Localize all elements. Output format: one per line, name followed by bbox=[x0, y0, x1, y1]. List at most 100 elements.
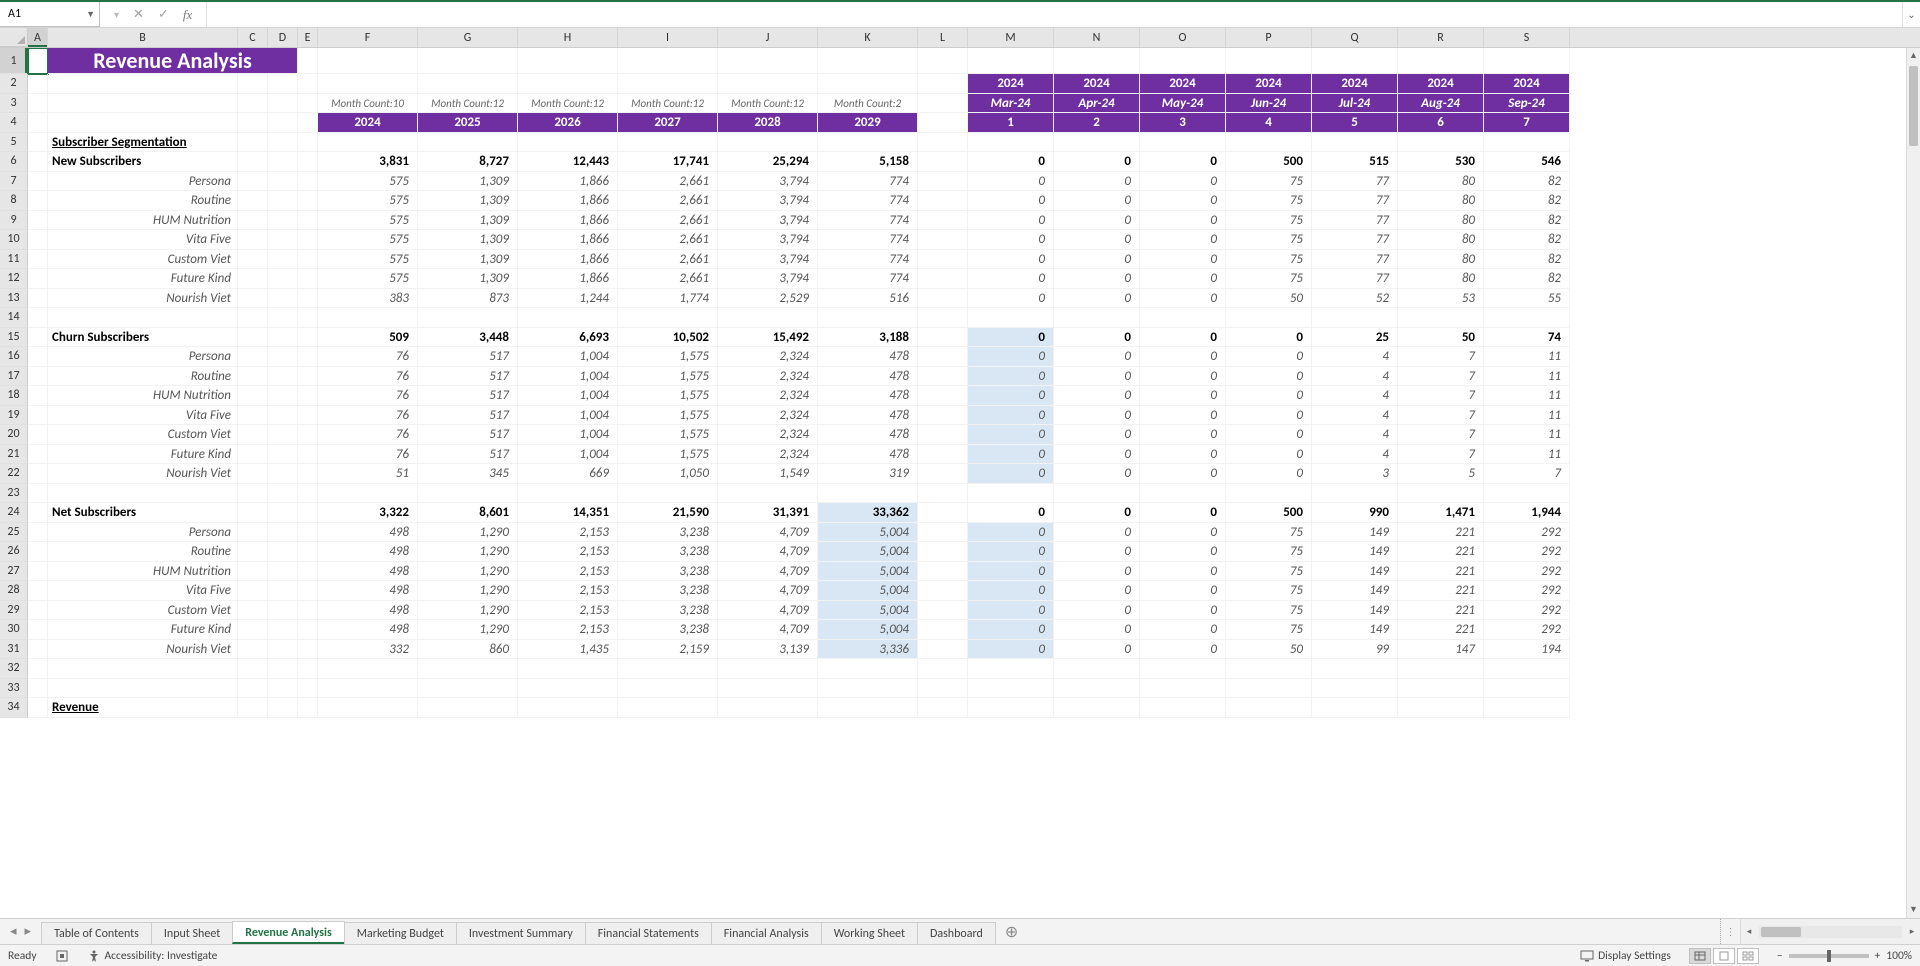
month-label[interactable]: Sep-24 bbox=[1484, 94, 1570, 114]
cell[interactable] bbox=[1484, 133, 1570, 153]
cell-value[interactable]: 0 bbox=[1054, 269, 1140, 289]
row-header-23[interactable]: 23 bbox=[0, 484, 28, 504]
row-header-13[interactable]: 13 bbox=[0, 289, 28, 309]
cell-value[interactable]: 517 bbox=[418, 445, 518, 465]
cell-value[interactable]: 1,004 bbox=[518, 406, 618, 426]
cell-value[interactable]: 76 bbox=[318, 347, 418, 367]
cell[interactable] bbox=[298, 542, 318, 562]
cell[interactable] bbox=[918, 74, 968, 94]
cell-value[interactable]: 3,238 bbox=[618, 523, 718, 543]
cell-value[interactable]: 1,004 bbox=[518, 347, 618, 367]
cell[interactable] bbox=[238, 133, 268, 153]
cell-value[interactable]: 1,575 bbox=[618, 425, 718, 445]
cell-value[interactable]: 2,324 bbox=[718, 386, 818, 406]
cell[interactable] bbox=[1398, 698, 1484, 718]
sheet-tab[interactable]: Financial Statements bbox=[585, 922, 712, 944]
name-box[interactable]: A1 ▼ bbox=[0, 2, 100, 27]
cell-value[interactable]: 2,153 bbox=[518, 542, 618, 562]
cell-value[interactable]: 0 bbox=[1054, 191, 1140, 211]
cell[interactable] bbox=[298, 367, 318, 387]
cell[interactable] bbox=[718, 659, 818, 679]
cell[interactable] bbox=[268, 601, 298, 621]
group-title[interactable]: Churn Subscribers bbox=[48, 328, 238, 348]
sub-label[interactable]: Vita Five bbox=[48, 581, 238, 601]
cell[interactable] bbox=[298, 250, 318, 270]
cell[interactable] bbox=[268, 250, 298, 270]
cell-value[interactable]: 575 bbox=[318, 191, 418, 211]
cell-value[interactable]: 0 bbox=[1140, 172, 1226, 192]
cell-value[interactable]: 75 bbox=[1226, 542, 1312, 562]
cell-value[interactable]: 0 bbox=[968, 523, 1054, 543]
cell-value[interactable]: 4 bbox=[1312, 406, 1398, 426]
cell[interactable] bbox=[968, 48, 1054, 74]
cell[interactable] bbox=[298, 269, 318, 289]
cell-value[interactable]: 1,004 bbox=[518, 367, 618, 387]
cell[interactable] bbox=[298, 48, 318, 74]
sheet-tab[interactable]: Table of Contents bbox=[41, 922, 152, 944]
cell-value[interactable]: 860 bbox=[418, 640, 518, 660]
cell-value[interactable]: 0 bbox=[968, 425, 1054, 445]
cell[interactable] bbox=[518, 659, 618, 679]
cell-value[interactable]: 669 bbox=[518, 464, 618, 484]
cell[interactable] bbox=[28, 464, 48, 484]
row-header-32[interactable]: 32 bbox=[0, 659, 28, 679]
cell-value[interactable]: 82 bbox=[1484, 211, 1570, 231]
cell[interactable] bbox=[1054, 484, 1140, 504]
cell-value[interactable]: 1,866 bbox=[518, 230, 618, 250]
cell[interactable] bbox=[268, 328, 298, 348]
cell[interactable] bbox=[238, 191, 268, 211]
cell[interactable] bbox=[238, 620, 268, 640]
cell-value[interactable]: 498 bbox=[318, 581, 418, 601]
cell[interactable] bbox=[418, 133, 518, 153]
cell[interactable] bbox=[268, 230, 298, 250]
cell-value[interactable]: 0 bbox=[1140, 250, 1226, 270]
cell-value[interactable]: 0 bbox=[1140, 445, 1226, 465]
cell[interactable] bbox=[298, 172, 318, 192]
cell[interactable] bbox=[268, 620, 298, 640]
sub-label[interactable]: Nourish Viet bbox=[48, 464, 238, 484]
month-year-header[interactable]: 2024 bbox=[1226, 74, 1312, 94]
cell-value[interactable]: 517 bbox=[418, 347, 518, 367]
cell-value[interactable]: 99 bbox=[1312, 640, 1398, 660]
cell[interactable] bbox=[918, 269, 968, 289]
row-header-10[interactable]: 10 bbox=[0, 230, 28, 250]
cell-value[interactable]: 2,153 bbox=[518, 601, 618, 621]
cell[interactable] bbox=[28, 308, 48, 328]
cell[interactable] bbox=[298, 230, 318, 250]
row-header-24[interactable]: 24 bbox=[0, 503, 28, 523]
cell[interactable] bbox=[268, 94, 298, 114]
cell[interactable] bbox=[28, 406, 48, 426]
cell-value[interactable]: 2,159 bbox=[618, 640, 718, 660]
cell[interactable] bbox=[918, 211, 968, 231]
cell-value[interactable]: 74 bbox=[1484, 328, 1570, 348]
cell-value[interactable]: 0 bbox=[1140, 620, 1226, 640]
cell[interactable] bbox=[238, 562, 268, 582]
cell[interactable] bbox=[28, 679, 48, 699]
cell[interactable] bbox=[1398, 133, 1484, 153]
cell-value[interactable]: 3,794 bbox=[718, 211, 818, 231]
cell-value[interactable]: 0 bbox=[968, 542, 1054, 562]
cell[interactable] bbox=[298, 347, 318, 367]
cell-value[interactable]: 3,139 bbox=[718, 640, 818, 660]
cell[interactable] bbox=[238, 172, 268, 192]
cell-value[interactable]: 0 bbox=[1140, 269, 1226, 289]
view-page-layout[interactable] bbox=[1713, 948, 1735, 964]
cell-value[interactable]: 3,794 bbox=[718, 269, 818, 289]
col-header-A[interactable]: A bbox=[28, 28, 48, 47]
cell-value[interactable]: 0 bbox=[968, 601, 1054, 621]
cell[interactable] bbox=[518, 133, 618, 153]
row-header-14[interactable]: 14 bbox=[0, 308, 28, 328]
cell[interactable] bbox=[918, 250, 968, 270]
cell-value[interactable]: 2,661 bbox=[618, 230, 718, 250]
cell[interactable] bbox=[268, 581, 298, 601]
sub-label[interactable]: Routine bbox=[48, 367, 238, 387]
cell[interactable] bbox=[1484, 48, 1570, 74]
cell-value[interactable]: 0 bbox=[1140, 542, 1226, 562]
cell[interactable] bbox=[968, 698, 1054, 718]
cell-value[interactable]: 1,866 bbox=[518, 172, 618, 192]
cell-value[interactable]: 5,004 bbox=[818, 601, 918, 621]
cell-value[interactable]: 3,238 bbox=[618, 542, 718, 562]
month-count[interactable]: Month Count:12 bbox=[518, 94, 618, 114]
cell-value[interactable]: 1,290 bbox=[418, 523, 518, 543]
cell-value[interactable]: 0 bbox=[968, 191, 1054, 211]
